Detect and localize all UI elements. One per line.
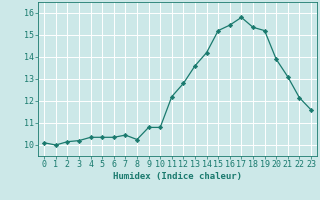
X-axis label: Humidex (Indice chaleur): Humidex (Indice chaleur) <box>113 172 242 181</box>
